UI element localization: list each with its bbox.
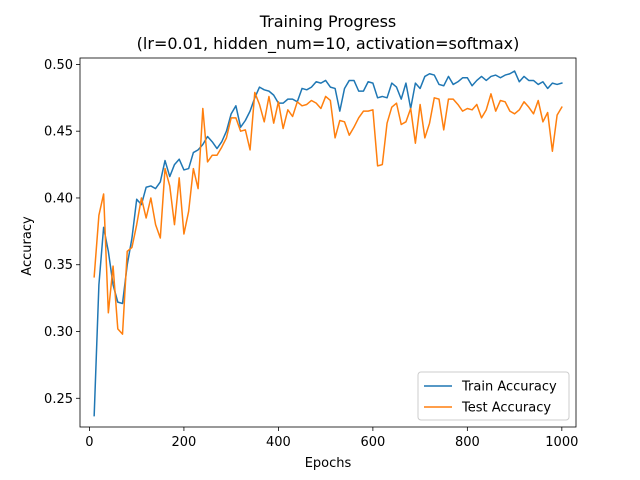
series-line-test [93,91,563,335]
x-tick-label: 0 [85,435,93,450]
chart-subtitle: (lr=0.01, hidden_num=10, activation=soft… [137,34,520,54]
y-tick-label: 0.30 [44,325,73,340]
x-tick-label: 400 [266,435,291,450]
legend-label: Test Accuracy [461,401,551,416]
y-tick-label: 0.40 [44,191,73,206]
chart-title: Training Progress [259,12,397,31]
plot-area: 0 200 400 600 800 1000 0.25 0.30 0.35 0.40 0.45 0.5… [44,57,578,450]
y-tick-label: 0.25 [44,392,73,407]
x-tick-label: 600 [360,435,385,450]
legend-box [417,371,570,421]
legend: Train Accuracy Test Accuracy [417,371,570,421]
y-axis-label: Accuracy [20,216,35,276]
x-tick-label: 200 [172,435,197,450]
series-line-train [93,70,563,417]
x-tick-label: 1000 [545,435,578,450]
y-tick-label: 0.45 [44,125,73,140]
axes-frame [79,57,577,428]
y-tick-label: 0.35 [44,258,73,273]
legend-label: Train Accuracy [461,380,557,395]
x-axis-label: Epochs [305,456,352,471]
y-tick-label: 0.50 [44,58,73,73]
x-tick-label: 800 [455,435,480,450]
